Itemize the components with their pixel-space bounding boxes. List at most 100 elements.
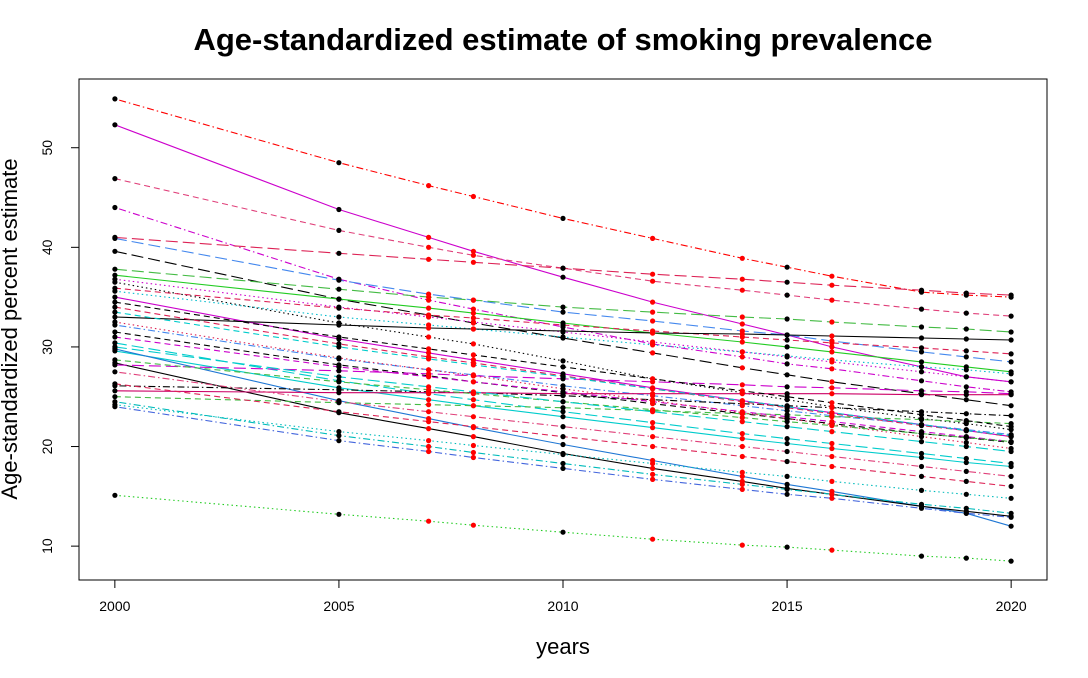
data-point-s38-2018 <box>918 412 925 418</box>
data-point-s25-2018 <box>918 417 925 423</box>
data-point-s18-2018 <box>918 450 925 457</box>
data-point-s36-2008 <box>470 424 476 430</box>
data-point-s26-2020 <box>1008 510 1014 516</box>
data-point-s13-2000 <box>112 288 118 294</box>
series-line-27 <box>114 404 1012 499</box>
data-point-s3-2012 <box>650 278 656 284</box>
data-point-s27-2010 <box>560 451 566 458</box>
series-line-3 <box>114 178 1012 317</box>
data-point-s15-2014 <box>739 331 745 337</box>
data-point-s15-2020 <box>1008 337 1014 343</box>
y-tick-label: 40 <box>39 239 55 255</box>
data-point-s32-2018 <box>918 422 925 428</box>
x-axis: 2000 2005 2010 2015 2020 <box>99 579 1027 614</box>
data-point-s2-2008 <box>470 248 476 254</box>
data-point-s23-2020 <box>1008 413 1014 419</box>
data-point-s4-2008 <box>470 306 476 312</box>
series-line-21 <box>114 362 1012 517</box>
data-point-s38-2020 <box>1008 424 1014 430</box>
data-point-s9-2007 <box>426 305 432 311</box>
x-tick-label: 2000 <box>99 598 130 614</box>
data-point-s28-2019 <box>963 510 969 516</box>
data-point-s17-2000 <box>112 329 118 335</box>
series-layer <box>114 98 1012 562</box>
series-line-33 <box>114 321 1012 450</box>
x-tick-label: 2020 <box>996 598 1027 614</box>
y-tick-label: 30 <box>39 339 55 355</box>
series-line-17 <box>114 331 1012 444</box>
data-point-s26-2019 <box>963 505 969 511</box>
data-point-s38-2015 <box>784 394 790 400</box>
data-point-s19-2007 <box>426 397 432 403</box>
data-point-s26-2008 <box>470 449 476 456</box>
data-point-s28-2020 <box>1008 514 1014 520</box>
data-point-s3-2020 <box>1008 313 1014 319</box>
data-point-s24-2019 <box>963 392 969 398</box>
data-point-s35-2012 <box>650 434 656 440</box>
data-point-s8-2019 <box>963 326 969 332</box>
data-point-s8-2018 <box>918 324 925 330</box>
data-point-s35-2005 <box>336 399 342 405</box>
data-point-s15-2018 <box>918 335 925 341</box>
data-point-s15-2015 <box>784 332 790 338</box>
data-point-s9-2015 <box>784 344 790 350</box>
data-point-s2-2016 <box>829 344 835 350</box>
data-point-s24-2016 <box>829 391 835 397</box>
y-tick-label: 10 <box>39 538 55 554</box>
data-point-s7-2019 <box>963 397 969 403</box>
data-point-s18-2019 <box>963 455 969 462</box>
data-point-s35-2008 <box>470 414 476 420</box>
data-point-s37-2000 <box>112 344 118 350</box>
data-point-s36-2015 <box>784 458 790 465</box>
series-line-1 <box>114 98 1012 298</box>
data-point-s18-2012 <box>650 420 656 426</box>
data-point-s4-2019 <box>963 384 969 390</box>
data-point-s3-2019 <box>963 310 969 316</box>
data-point-s3-2008 <box>470 252 476 258</box>
series-line-36 <box>114 383 1012 487</box>
data-point-s34-2016 <box>829 423 835 429</box>
data-point-s13-2020 <box>1008 371 1014 377</box>
data-point-s19-2016 <box>829 445 835 452</box>
series-line-9 <box>114 274 1012 373</box>
data-point-s35-2019 <box>963 468 969 474</box>
data-point-s7-2000 <box>112 248 118 254</box>
data-point-s37-2020 <box>1008 448 1014 455</box>
data-point-s8-2020 <box>1008 329 1014 335</box>
data-point-s13-2019 <box>963 367 969 373</box>
data-point-s3-2016 <box>829 297 835 303</box>
data-point-s35-2000 <box>112 369 118 375</box>
data-point-s13-2018 <box>918 364 925 370</box>
data-point-s29-2007 <box>426 518 432 524</box>
data-point-s28-2000 <box>112 404 118 410</box>
data-point-s7-2015 <box>784 372 790 378</box>
data-point-s2-2007 <box>426 234 432 240</box>
series-line-35 <box>114 371 1012 477</box>
data-point-s15-2010 <box>560 328 566 334</box>
data-point-s12-2020 <box>1008 351 1014 357</box>
data-point-s6-2010 <box>560 309 566 315</box>
data-point-s1-2012 <box>650 235 656 241</box>
data-point-s14-2007 <box>426 350 432 356</box>
data-point-s26-2018 <box>918 501 925 507</box>
data-point-s29-2008 <box>470 522 476 528</box>
data-point-s36-2005 <box>336 409 342 415</box>
data-point-s28-2007 <box>426 448 432 455</box>
data-point-s28-2015 <box>784 491 790 497</box>
data-point-s38-2016 <box>829 400 835 406</box>
data-point-s34-2018 <box>918 431 925 437</box>
data-point-s8-2005 <box>336 286 342 292</box>
data-point-s24-2000 <box>112 388 118 394</box>
data-point-s32-2010 <box>560 374 566 380</box>
data-point-s7-2012 <box>650 350 656 356</box>
data-point-s15-2019 <box>963 336 969 342</box>
data-point-s26-2005 <box>336 433 342 439</box>
data-point-s9-2008 <box>470 310 476 316</box>
data-point-s8-2014 <box>739 314 745 320</box>
series-line-24 <box>114 390 1012 396</box>
data-point-s38-2005 <box>336 334 342 340</box>
data-point-s27-2005 <box>336 429 342 435</box>
data-point-s2-2010 <box>560 274 566 280</box>
data-point-s9-2014 <box>739 339 745 345</box>
